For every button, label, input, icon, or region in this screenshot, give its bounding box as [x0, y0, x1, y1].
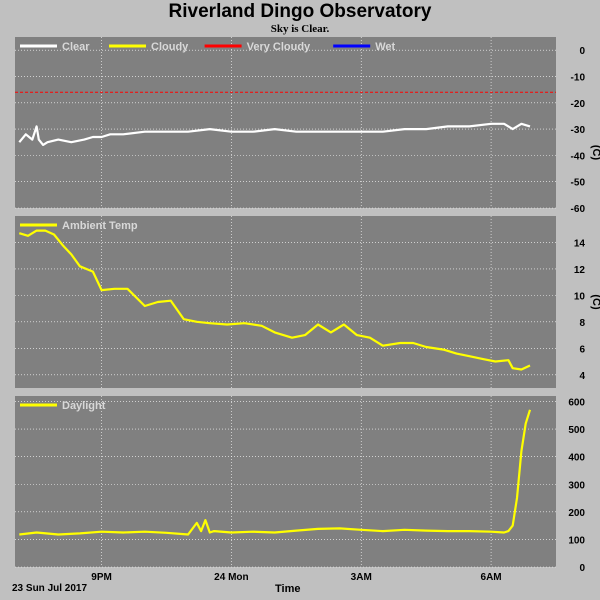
y-tick-label: -60	[571, 204, 586, 215]
y-tick-label: 6	[579, 344, 585, 355]
y-tick-label: 12	[574, 265, 586, 276]
y-tick-label: 4	[579, 371, 585, 382]
x-tick-label: 6AM	[481, 572, 502, 583]
y-tick-label: -10	[571, 72, 586, 83]
y-tick-label: 8	[579, 318, 585, 329]
panel-background	[15, 37, 556, 208]
date-label: 23 Sun Jul 2017	[12, 583, 88, 594]
daylight-series-line	[19, 409, 532, 536]
y-tick-label: 200	[568, 508, 585, 519]
y-tick-label: 600	[568, 398, 585, 409]
y-tick-label: 10	[574, 291, 586, 302]
chart-title: Riverland Dingo Observatory	[168, 1, 432, 22]
ambient-temp-series-line	[18, 229, 531, 371]
legend-entry-wet: Wet	[375, 41, 395, 53]
legend-entry-clear: Clear	[62, 41, 90, 53]
chart-subtitle: Sky is Clear.	[270, 23, 330, 35]
y-tick-label: -30	[571, 125, 586, 136]
x-tick-label: 9PM	[91, 572, 112, 583]
panel-background	[15, 396, 556, 567]
legend-entry-ambient-temp: Ambient Temp	[62, 220, 138, 232]
panel-background	[15, 216, 556, 388]
x-tick-label: 3AM	[351, 572, 372, 583]
y-tick-label: 500	[568, 425, 585, 436]
y-axis-label: (C)	[590, 145, 600, 161]
x-tick-label: 24 Mon	[214, 572, 248, 583]
legend-entry-cloudy: Cloudy	[151, 41, 189, 53]
y-tick-label: -20	[571, 99, 586, 110]
panel-3: 0 100 200 300 400 500 600 Daylight	[15, 396, 585, 574]
y-tick-label: 14	[574, 238, 586, 249]
y-tick-label: -50	[571, 178, 586, 189]
legend-entry-daylight: Daylight	[62, 400, 106, 412]
y-tick-label: 0	[579, 46, 585, 57]
panel-2: 4 6 8 10 12 14 (C) Ambient Temp	[15, 216, 600, 388]
x-axis-title: Time	[275, 583, 301, 595]
y-tick-label: 300	[568, 480, 585, 491]
clear-series-line	[18, 122, 531, 146]
panel-1: 0 -10 -20 -30 -40 -50 -60 (C) Clear Cloudy Very Cl…	[15, 37, 600, 215]
y-tick-label: 0	[579, 563, 585, 574]
y-axis-label: (C)	[590, 294, 600, 310]
y-tick-label: 400	[568, 453, 585, 464]
legend-entry-very-cloudy: Very Cloudy	[247, 41, 311, 53]
y-tick-label: -40	[571, 151, 586, 162]
y-tick-label: 100	[568, 535, 585, 546]
